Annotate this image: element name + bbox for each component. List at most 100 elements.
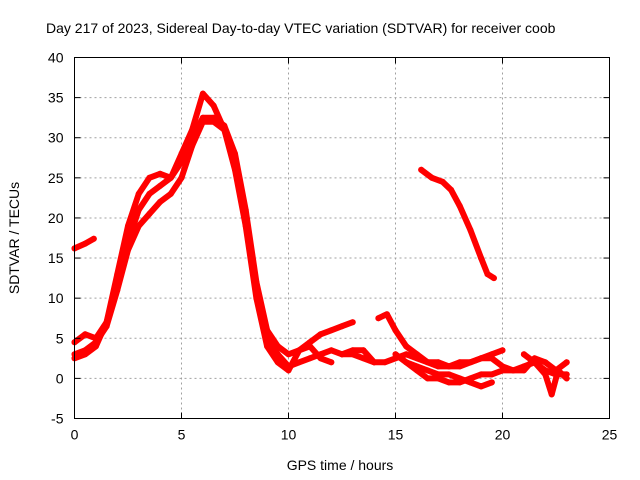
y-tick-label: 35 xyxy=(48,90,64,106)
plot-frame xyxy=(74,57,610,419)
grid-lines xyxy=(74,57,610,419)
series-satellite-track-a xyxy=(71,235,97,252)
data-point xyxy=(488,351,495,358)
data-point xyxy=(264,343,271,350)
x-tick-label: 25 xyxy=(602,427,618,443)
data-point xyxy=(542,359,549,366)
y-tick-label: 0 xyxy=(56,370,64,386)
y-tick-label: 40 xyxy=(48,50,64,66)
data-point xyxy=(478,355,485,362)
data-point xyxy=(285,367,292,374)
data-point xyxy=(456,375,463,382)
data-point xyxy=(167,190,174,197)
data-point xyxy=(403,343,410,350)
data-point xyxy=(488,371,495,378)
data-point xyxy=(413,355,420,362)
data-point xyxy=(467,227,474,233)
data-point xyxy=(210,102,217,109)
data-point xyxy=(478,383,485,390)
data-point xyxy=(424,359,431,366)
data-point xyxy=(484,271,491,278)
series-satellite-track-i xyxy=(520,351,570,398)
data-point xyxy=(381,359,388,366)
data-point xyxy=(296,359,303,366)
series-line xyxy=(339,347,506,370)
data-point xyxy=(403,359,410,366)
x-tick-labels: 0 5 10 15 20 25 xyxy=(71,427,618,443)
data-point xyxy=(82,240,89,247)
data-point xyxy=(392,327,399,334)
data-point xyxy=(199,118,206,125)
data-point xyxy=(125,223,131,229)
data-point xyxy=(418,166,425,173)
data-point xyxy=(274,359,281,366)
data-point xyxy=(439,178,446,185)
data-point xyxy=(339,323,345,330)
data-point xyxy=(339,351,345,358)
y-tick-label: 30 xyxy=(48,130,64,146)
data-point xyxy=(189,142,196,149)
x-tick-label: 20 xyxy=(495,427,511,443)
data-point xyxy=(317,331,324,338)
data-point xyxy=(446,363,452,370)
data-point xyxy=(135,190,142,197)
data-point xyxy=(520,363,527,370)
data-point xyxy=(360,347,367,354)
x-tick-label: 5 xyxy=(178,427,186,443)
series-satellite-track-f xyxy=(339,347,506,370)
data-point xyxy=(456,202,463,209)
data-point xyxy=(199,90,206,97)
data-point xyxy=(232,166,238,173)
data-point xyxy=(428,174,435,181)
data-point xyxy=(285,351,292,358)
y-tick-label: -5 xyxy=(51,411,64,427)
data-point xyxy=(375,315,382,322)
data-point xyxy=(499,347,506,354)
data-point xyxy=(221,126,228,133)
data-point xyxy=(146,174,153,181)
data-point xyxy=(467,379,474,386)
data-point xyxy=(448,186,455,193)
data-point xyxy=(103,323,110,330)
data-point xyxy=(542,371,549,378)
data-point xyxy=(413,363,420,370)
data-point xyxy=(82,331,89,338)
data-point xyxy=(178,158,185,165)
y-tick-label: 10 xyxy=(48,290,64,306)
y-axis-label: SDTVAR / TECUs xyxy=(6,182,22,294)
data-point xyxy=(446,371,452,378)
x-tick-label: 0 xyxy=(71,427,79,443)
y-tick-label: 5 xyxy=(56,330,64,346)
data-point xyxy=(548,391,555,398)
data-point xyxy=(90,235,97,242)
data-point xyxy=(424,375,431,382)
data-point xyxy=(253,295,260,302)
data-point xyxy=(157,198,164,205)
data-point xyxy=(435,371,442,378)
tick-marks xyxy=(74,57,610,419)
data-point xyxy=(242,223,249,229)
data-point xyxy=(349,347,356,354)
data-point xyxy=(157,170,164,177)
data-point xyxy=(467,359,474,366)
data-point xyxy=(490,275,497,282)
data-point xyxy=(328,359,335,366)
y-tick-label: 15 xyxy=(48,250,64,266)
data-point xyxy=(178,174,185,181)
data-point xyxy=(478,255,485,262)
data-point xyxy=(328,327,335,334)
data-point xyxy=(135,206,142,213)
series-satellite-track-h xyxy=(403,359,495,390)
x-tick-label: 15 xyxy=(388,427,404,443)
data-point xyxy=(435,359,442,366)
data-point xyxy=(488,379,495,386)
data-point xyxy=(555,367,562,374)
data-point xyxy=(563,375,570,382)
data-point xyxy=(349,319,356,326)
x-axis-label: GPS time / hours xyxy=(287,457,394,473)
data-point xyxy=(114,287,121,294)
data-point xyxy=(520,351,527,358)
y-tick-label: 25 xyxy=(48,170,64,186)
